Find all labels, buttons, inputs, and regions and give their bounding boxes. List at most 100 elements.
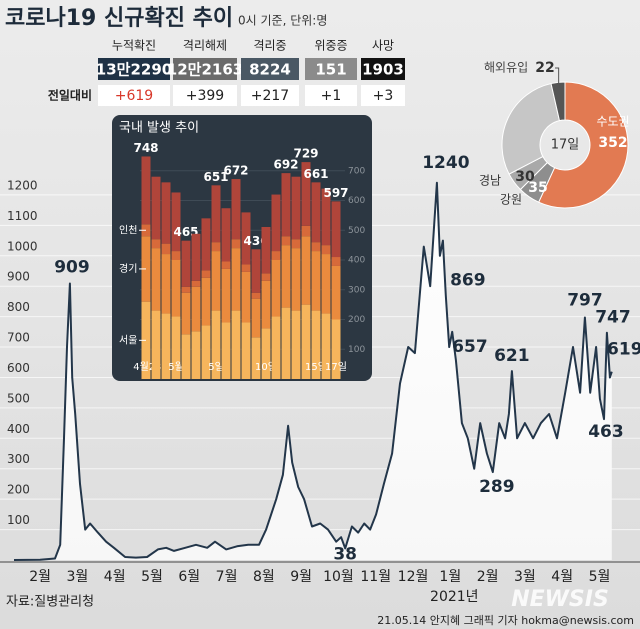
- bar-segment: [161, 254, 171, 314]
- bar-segment: [221, 208, 231, 262]
- inset-y-tick-label: 100: [348, 345, 365, 355]
- donut-slice: [537, 81, 629, 209]
- bar-segment: [261, 280, 271, 329]
- y-tick-label: 1200: [7, 178, 38, 192]
- stat-change: +619: [115, 88, 153, 104]
- stat-value: 12만2163: [167, 61, 243, 79]
- x-tick-label: 2월: [477, 569, 499, 585]
- bar-segment: [301, 225, 311, 237]
- bar-segment: [231, 248, 241, 311]
- x-tick-label: 5월: [589, 569, 611, 585]
- bar-segment: [241, 322, 251, 379]
- stat-box: [98, 58, 170, 80]
- bar-segment: [171, 192, 181, 252]
- data-label: 869: [450, 271, 486, 291]
- stat-value: 151: [315, 61, 346, 79]
- stat-box: [305, 58, 357, 80]
- bar-segment: [281, 307, 291, 379]
- legend-label: 경기: [119, 262, 137, 275]
- bar-segment: [151, 239, 161, 249]
- bar-segment: [191, 331, 201, 379]
- y-tick-label: 200: [7, 483, 30, 497]
- bar-segment: [251, 298, 261, 338]
- stat-header: 격리해제: [183, 39, 227, 53]
- bar-segment: [271, 251, 281, 260]
- inset-y-tick-label: 400: [348, 256, 365, 266]
- change-box: [173, 85, 237, 106]
- title: 코로나19 신규확진 추이: [5, 6, 233, 31]
- x-tick-label: 6월: [178, 569, 200, 585]
- stat-box: [241, 58, 299, 80]
- bar-segment: [261, 328, 271, 379]
- total-label: 729: [293, 147, 318, 161]
- inset-y-tick-label: 300: [348, 285, 365, 295]
- x-tick-label: 5월: [141, 569, 163, 585]
- bar-segment: [321, 254, 331, 314]
- donut-slice: [501, 82, 561, 175]
- y-tick-label: 600: [7, 361, 30, 375]
- bar-segment: [321, 245, 331, 255]
- bar-segment: [251, 337, 261, 379]
- inset-x-tick-label: 5일: [208, 361, 224, 373]
- x-tick-label: 12월: [398, 569, 429, 585]
- bar-segment: [171, 260, 181, 317]
- slice-value: 352: [598, 135, 627, 151]
- slice-value: 22: [535, 60, 554, 76]
- bar-segment: [241, 212, 251, 265]
- bar-segment: [311, 182, 321, 243]
- bar-segment: [201, 325, 211, 379]
- x-tick-label: 4월: [104, 569, 126, 585]
- bar-segment: [161, 182, 171, 244]
- data-label: 747: [595, 308, 631, 328]
- bar-segment: [241, 264, 251, 272]
- bar-segment: [201, 218, 211, 271]
- slice-name: 강원: [500, 193, 522, 207]
- x-tick-label: 11월: [360, 569, 391, 585]
- stat-change: +1: [321, 88, 342, 104]
- data-label: 797: [567, 291, 603, 311]
- bar-segment: [231, 310, 241, 379]
- slice-value: 30: [515, 169, 535, 185]
- y-tick-label: 1000: [7, 239, 38, 253]
- stat-header: 누적확진: [112, 39, 156, 53]
- inset-x-tick-label: 15일: [305, 361, 327, 373]
- bar-segment: [181, 240, 191, 287]
- stat-header: 격리중: [253, 39, 286, 53]
- bar-segment: [151, 310, 161, 379]
- inset-x-tick-label: 5월: [168, 361, 184, 373]
- slice-value: 35: [528, 180, 547, 196]
- legend-label: 서울: [119, 334, 137, 346]
- bar-segment: [291, 176, 301, 240]
- x-tick-label: 3월: [66, 569, 88, 585]
- bar-segment: [181, 292, 191, 335]
- total-label: 672: [223, 164, 248, 178]
- bar-segment: [211, 185, 221, 243]
- stat-value: 13만2290: [96, 61, 172, 79]
- header: 코로나19 신규확진 추이 0시 기준, 단위:명 누적확진 13만2290 +61…: [5, 6, 405, 106]
- bar-segment: [211, 242, 221, 252]
- bar-segment: [291, 239, 301, 249]
- bar-segment: [281, 245, 291, 308]
- slice-name: 해외유입: [484, 61, 528, 75]
- x-tick-label: 10월: [323, 569, 354, 585]
- bar-segment: [291, 310, 301, 379]
- change-row-label: 전일대비: [48, 88, 92, 103]
- data-label: 619: [607, 340, 640, 360]
- y-tick-label: 500: [7, 391, 30, 405]
- slice-name: 수도권: [596, 115, 629, 129]
- bar-segment: [221, 268, 231, 323]
- x-tick-label: 2월: [29, 569, 51, 585]
- x-tick-label: 4월: [551, 569, 573, 585]
- stat-change: +217: [251, 88, 289, 104]
- total-label: 651: [203, 170, 228, 184]
- inset-y-tick-label: 200: [348, 315, 365, 325]
- x-tick-label: 7월: [216, 569, 238, 585]
- bar-segment: [181, 286, 191, 293]
- data-label: 909: [54, 257, 90, 277]
- line-chart: 100 200 300 400 500 600 700 800 900 1000 1100 1200 2…: [0, 153, 640, 605]
- logo: NEWSIS: [511, 587, 609, 612]
- stat-value: 8224: [249, 61, 291, 79]
- change-box: [241, 85, 299, 106]
- bar-segment: [271, 316, 281, 379]
